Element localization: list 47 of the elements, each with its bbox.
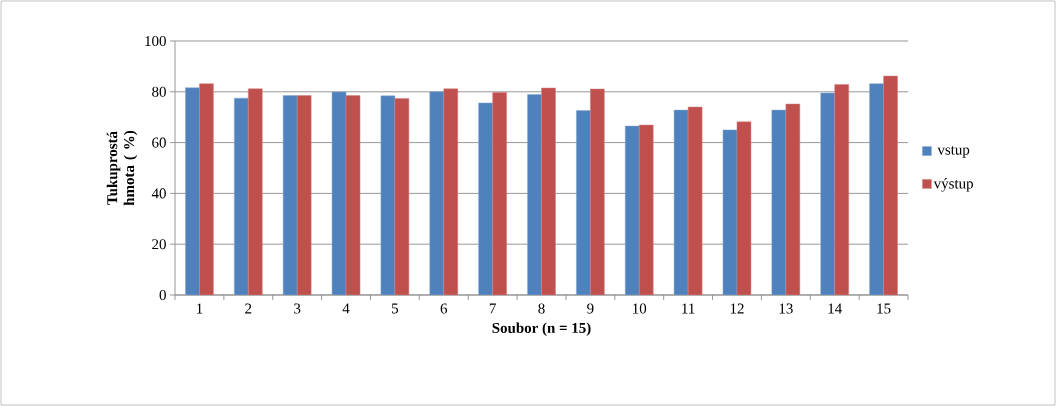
y-tick-label: 20 [152,239,166,250]
bar [576,110,591,295]
bar [443,88,459,295]
x-tick-label: 10 [633,303,647,314]
x-tick-label: 15 [877,303,891,314]
bar [624,125,640,295]
x-tick-label: 1 [197,303,203,314]
x-tick-label: 5 [392,303,399,314]
bar [282,95,298,295]
x-tick-label: 4 [342,303,350,314]
bar [834,84,849,295]
bar [234,97,249,295]
bar [590,88,605,295]
bar [527,94,542,295]
bar [492,92,507,295]
bar [248,88,263,295]
x-tick-label: 11 [682,303,695,314]
x-axis-title: Soubor (n = 15) [492,322,591,336]
bar [199,83,214,295]
bar [478,102,493,295]
legend-label: vstup [937,146,970,158]
x-tick-label: 9 [587,303,594,314]
y-tick-label: 40 [151,188,166,199]
x-tick-label: 14 [828,303,842,314]
y-axis-title: Tukuprostá hmota ( %) [106,130,138,206]
bar [638,124,654,295]
bar [541,87,556,295]
bar [296,95,312,295]
y-tick-label: 60 [152,137,166,148]
x-tick-label: 8 [538,303,545,314]
bar [883,75,898,295]
bar [429,91,445,295]
bar [771,109,787,295]
bar [820,92,835,295]
y-tick-label: 80 [152,86,166,97]
x-tick-label: 3 [294,303,301,314]
x-tick-label: 7 [489,303,496,314]
bar [869,83,884,295]
bar [185,87,200,295]
x-tick-label: 6 [440,303,448,314]
legend-label: výstup [933,178,973,192]
x-tick-label: 12 [730,303,744,314]
x-tick-label: 13 [779,303,793,314]
bar [785,103,801,295]
x-tick-label: 2 [245,303,252,314]
y-tick-label: 100 [145,35,166,47]
y-tick-label: 0 [159,289,166,301]
